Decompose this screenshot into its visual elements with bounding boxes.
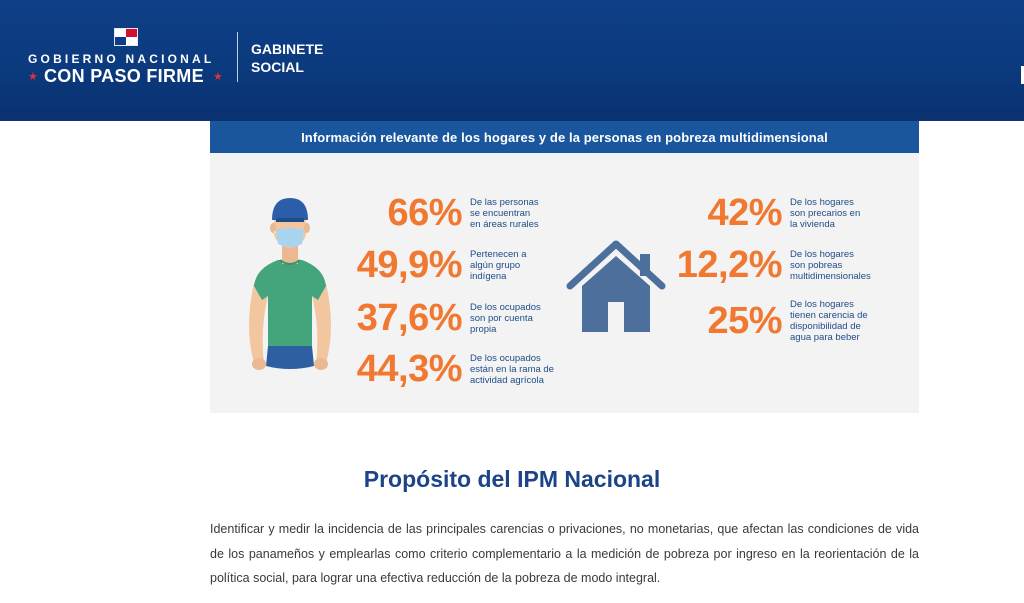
gobierno-logo[interactable]: GOBIERNO NACIONAL ★ CON PASO FIRME ★ xyxy=(22,28,232,88)
header-divider xyxy=(237,32,238,82)
stat-description: De los ocupados están en la rama de acti… xyxy=(470,352,554,386)
star-icon: ★ xyxy=(213,71,223,83)
stat-row: 25% De los hogares tienen carencia de di… xyxy=(658,299,868,343)
logo-line-1: GOBIERNO NACIONAL xyxy=(28,52,215,66)
stat-description: De los hogares son precarios en la vivie… xyxy=(790,196,861,230)
stat-description: De las personas se encuentran en áreas r… xyxy=(470,196,539,230)
stat-row: 49,9% Pertenecen a algún grupo indígena xyxy=(350,245,527,285)
section-body: Identificar y medir la incidencia de las… xyxy=(210,522,919,585)
section-title: Propósito del IPM Nacional xyxy=(363,466,661,492)
unit-name-line-2: SOCIAL xyxy=(251,59,304,75)
stat-value: 66% xyxy=(387,192,462,234)
stat-value: 49,9% xyxy=(356,244,463,286)
stat-row: 37,6% De los ocupados son por cuenta pro… xyxy=(350,298,541,338)
stat-value: 25% xyxy=(707,300,782,342)
menu-edge-icon[interactable] xyxy=(1021,66,1024,84)
stat-row: 12,2% De los hogares son pobreas multidi… xyxy=(658,245,871,285)
stat-value: 12,2% xyxy=(676,244,783,286)
unit-name-line-1: GABINETE xyxy=(251,41,324,57)
logo-line-2: CON PASO FIRME xyxy=(44,66,204,86)
infographic-title: Información relevante de los hogares y d… xyxy=(210,121,919,153)
stat-row: 66% De las personas se encuentran en áre… xyxy=(350,192,539,234)
stat-row: 42% De los hogares son precarios en la v… xyxy=(658,193,860,233)
poverty-infographic: Información relevante de los hogares y d… xyxy=(210,121,919,413)
stat-description: Pertenecen a algún grupo indígena xyxy=(470,248,527,282)
unit-name[interactable]: GABINETE SOCIAL xyxy=(251,40,323,76)
stat-description: De los hogares son pobreas multidimensio… xyxy=(790,248,871,282)
stat-value: 42% xyxy=(707,192,782,234)
panama-flag-icon xyxy=(114,28,138,46)
stat-value: 44,3% xyxy=(356,348,463,390)
house-icon xyxy=(566,240,666,332)
star-icon: ★ xyxy=(28,71,38,83)
stat-description: De los ocupados son por cuenta propia xyxy=(470,301,541,335)
stat-row: 44,3% De los ocupados están en la rama d… xyxy=(350,349,554,389)
stat-value: 37,6% xyxy=(356,297,463,339)
person-with-mask-icon xyxy=(249,198,331,370)
stat-description: De los hogares tienen carencia de dispon… xyxy=(790,299,868,343)
site-header: GOBIERNO NACIONAL ★ CON PASO FIRME ★ GAB… xyxy=(0,0,1024,121)
